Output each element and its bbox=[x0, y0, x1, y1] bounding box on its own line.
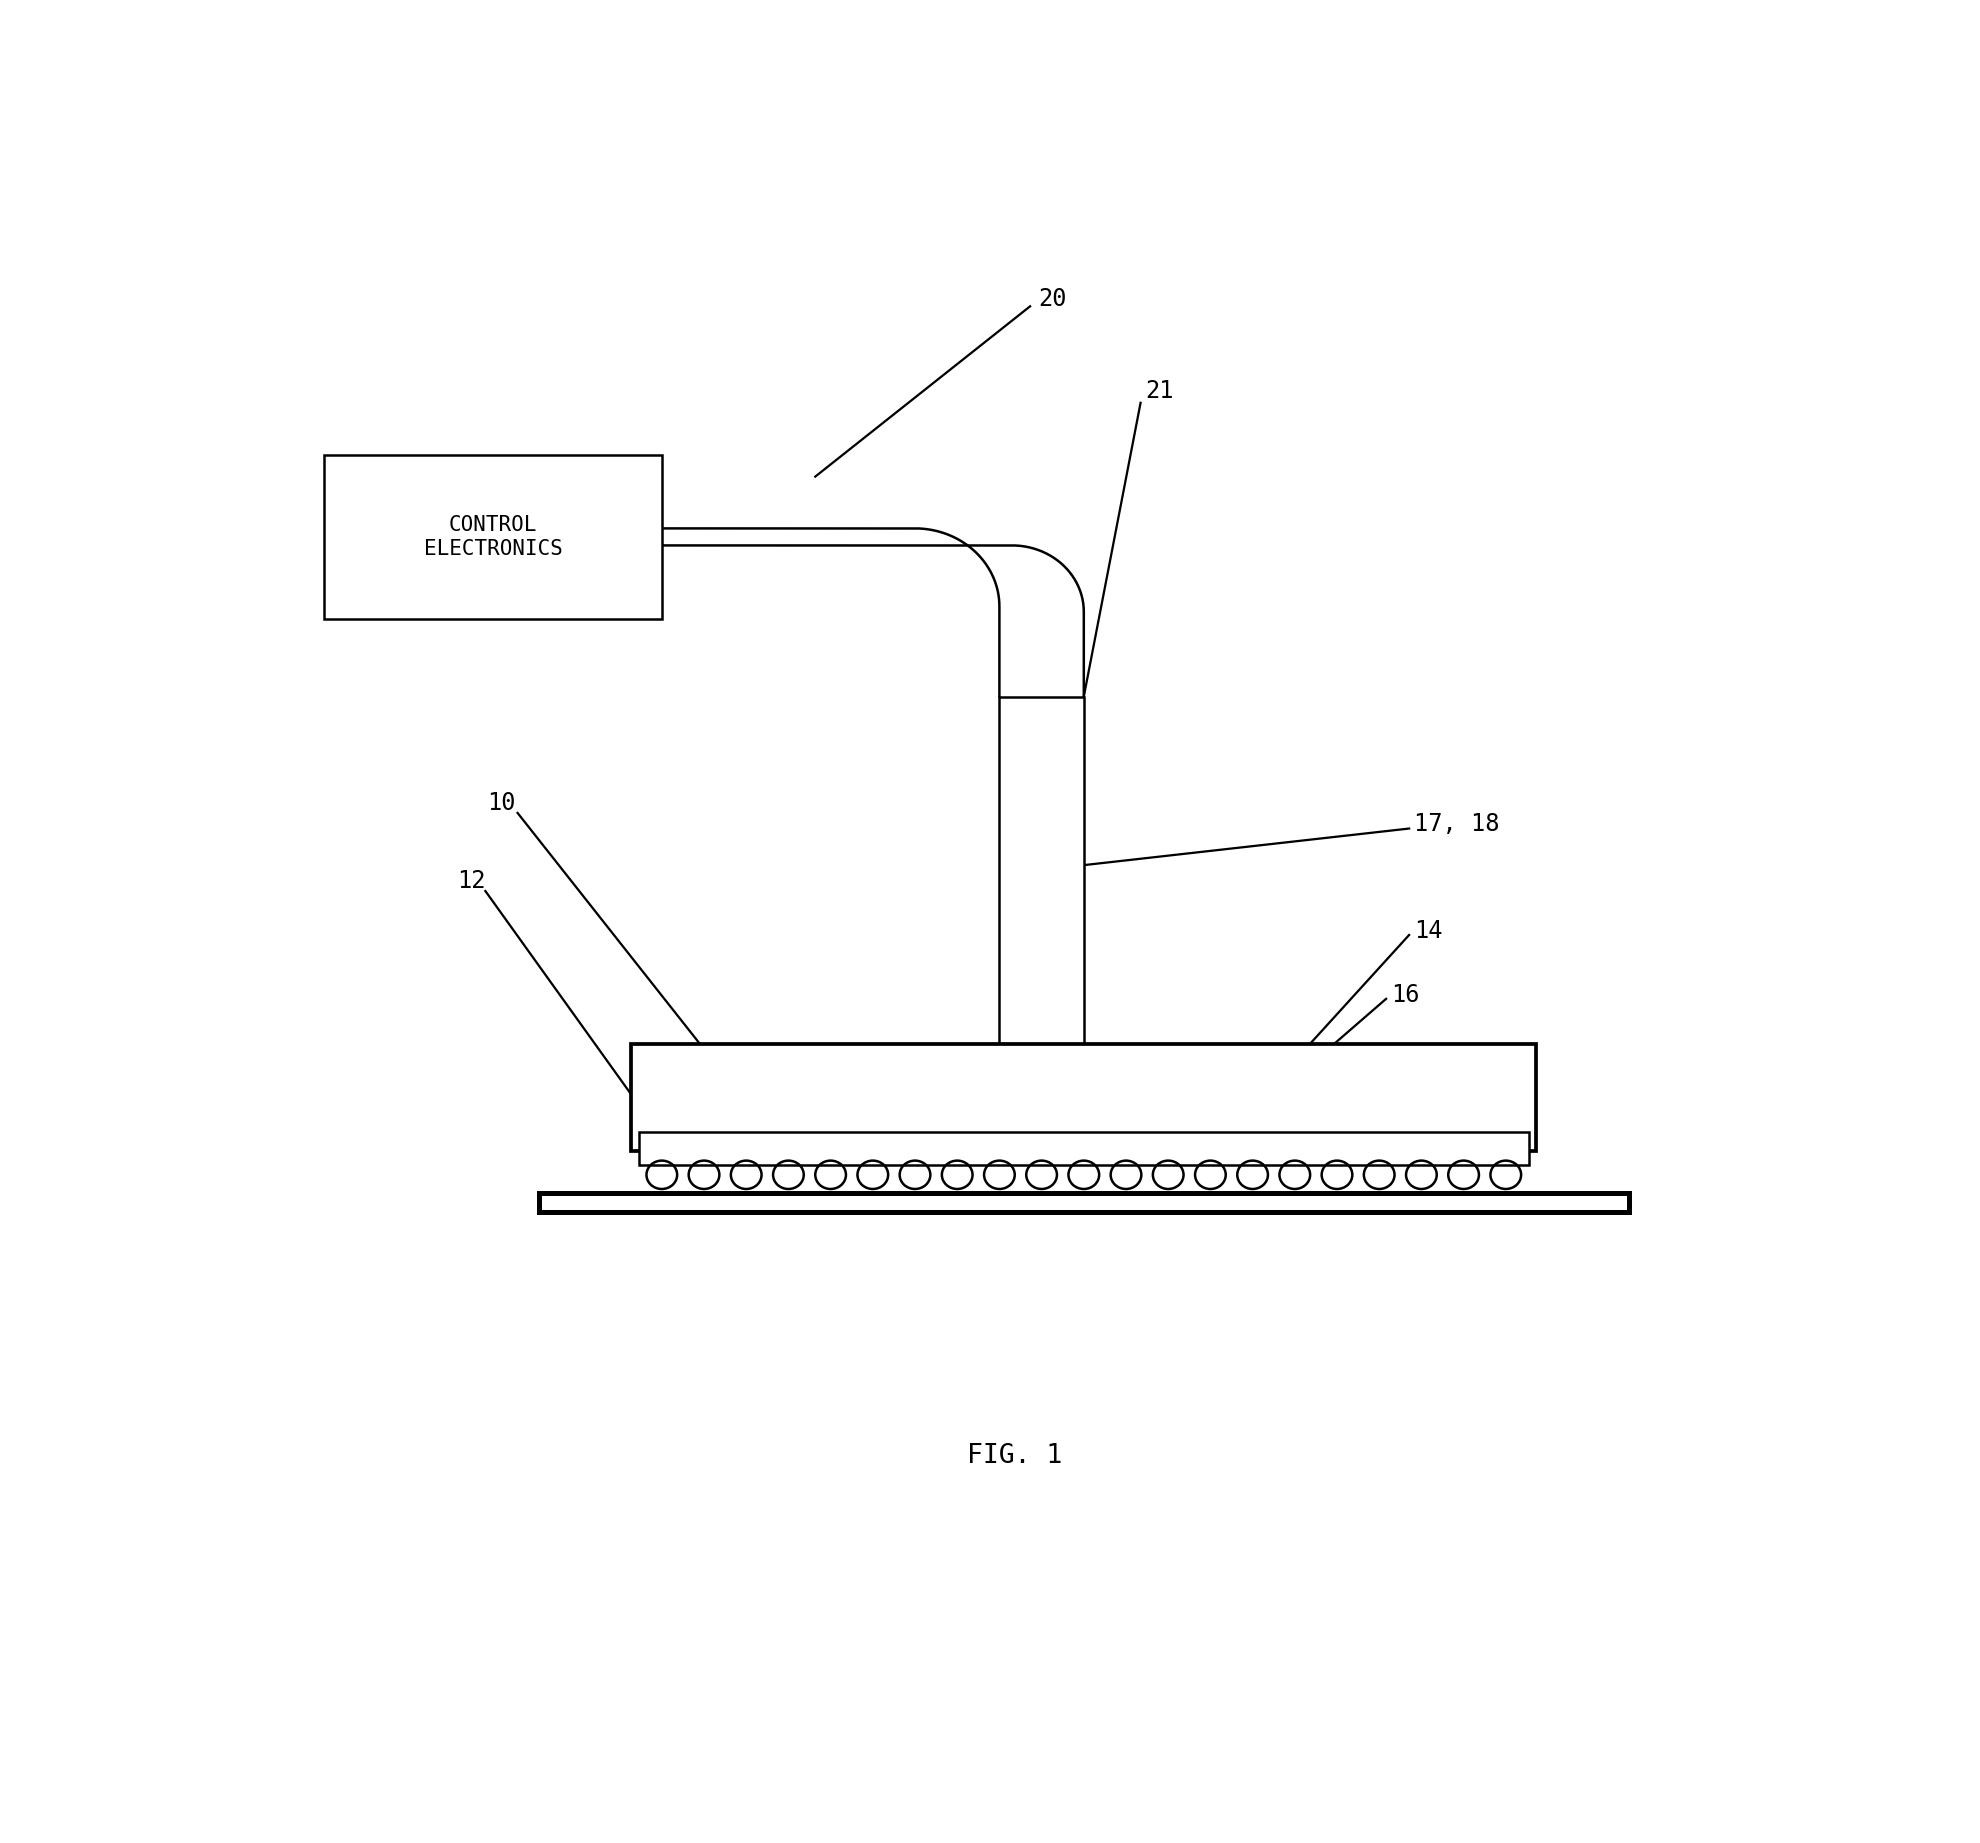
Text: 10: 10 bbox=[487, 791, 517, 815]
Text: 14: 14 bbox=[1414, 918, 1441, 944]
FancyBboxPatch shape bbox=[640, 1132, 1529, 1165]
Text: 17, 18: 17, 18 bbox=[1414, 813, 1499, 837]
FancyBboxPatch shape bbox=[1000, 697, 1083, 1045]
FancyBboxPatch shape bbox=[539, 1192, 1628, 1211]
Text: CONTROL
ELECTRONICS: CONTROL ELECTRONICS bbox=[424, 516, 562, 558]
Text: 20: 20 bbox=[1038, 288, 1067, 311]
Text: 21: 21 bbox=[1144, 380, 1174, 404]
Text: FIG. 1: FIG. 1 bbox=[966, 1443, 1063, 1469]
Text: 12: 12 bbox=[457, 870, 485, 894]
Text: 16: 16 bbox=[1390, 982, 1420, 1006]
FancyBboxPatch shape bbox=[325, 455, 661, 619]
FancyBboxPatch shape bbox=[632, 1045, 1536, 1150]
